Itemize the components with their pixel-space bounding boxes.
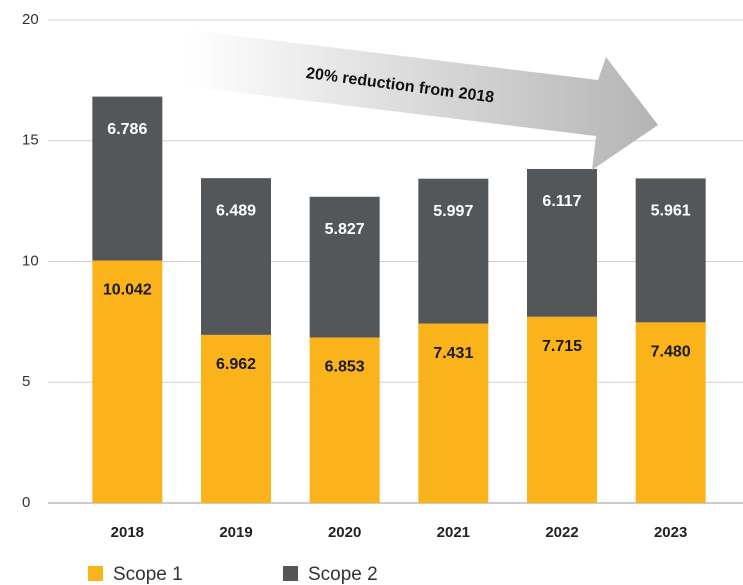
y-tick-label: 5 [22, 373, 30, 390]
reduction-arrow [186, 30, 658, 170]
value-label: 6.962 [216, 356, 256, 373]
x-tick-label: 2023 [654, 524, 687, 541]
y-tick-label: 10 [22, 252, 39, 269]
bar-segment [418, 323, 489, 503]
y-tick-label: 20 [22, 11, 39, 28]
y-tick-label: 15 [22, 132, 39, 149]
bar-segment [309, 337, 380, 503]
value-label: 5.827 [325, 221, 365, 238]
y-tick-label: 0 [22, 494, 30, 511]
legend-label: Scope 1 [113, 564, 183, 585]
bar-segment [201, 334, 271, 503]
x-tick-label: 2022 [545, 524, 578, 541]
x-tick-label: 2020 [328, 524, 361, 541]
legend-swatch [283, 566, 298, 581]
value-label: 5.961 [651, 203, 691, 220]
bar-segment [309, 196, 380, 338]
bar-segment [635, 322, 706, 503]
value-label: 10.042 [103, 282, 152, 299]
value-label: 7.480 [651, 344, 691, 361]
value-label: 7.715 [542, 338, 582, 355]
legend-swatch [88, 566, 103, 581]
x-tick-label: 2021 [437, 524, 470, 541]
value-label: 5.997 [433, 203, 473, 220]
value-label: 6.786 [107, 121, 147, 138]
bar-segment [527, 316, 597, 503]
bar-segment [92, 260, 163, 503]
value-label: 6.117 [542, 193, 581, 210]
value-label: 6.853 [325, 359, 365, 376]
x-tick-label: 2019 [219, 524, 252, 541]
bar-segment [201, 178, 271, 335]
bar-segment [635, 178, 706, 323]
bar-segment [92, 96, 163, 261]
value-label: 6.489 [216, 202, 256, 219]
x-tick-label: 2018 [111, 524, 144, 541]
value-label: 7.431 [433, 345, 473, 362]
legend-label: Scope 2 [308, 564, 378, 585]
bar-segment [527, 168, 597, 317]
bar-segment [418, 178, 489, 324]
